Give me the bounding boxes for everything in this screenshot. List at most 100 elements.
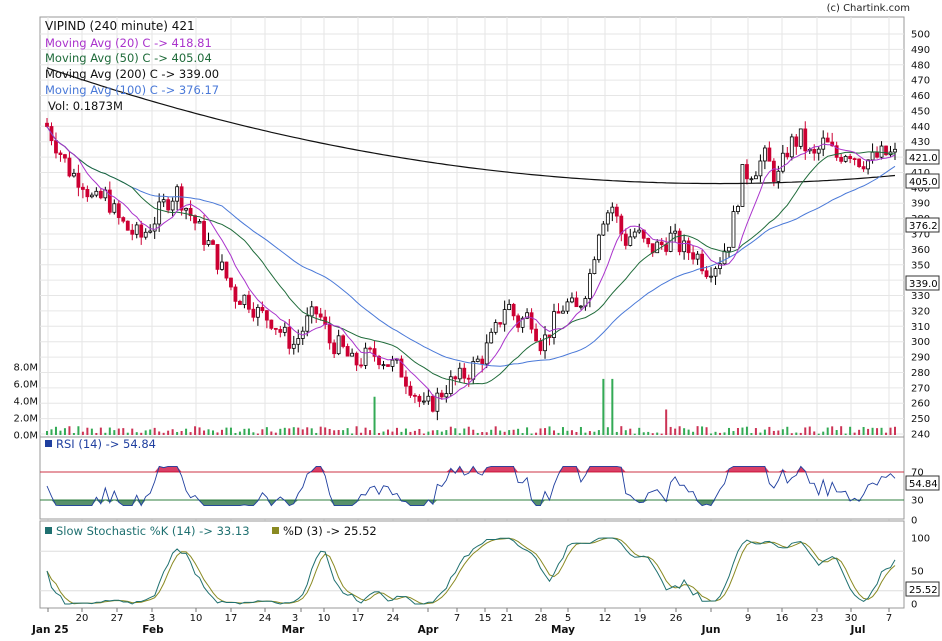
candle-down [202,221,206,245]
candle-down [852,158,857,160]
volume-bar [90,428,93,435]
stoch-d-swatch [272,527,279,534]
volume-bar [544,428,547,435]
candle-up [758,160,763,177]
candle-down [839,156,844,162]
candle-up [152,223,157,232]
volume-bar [754,428,757,435]
volume-bar [714,431,717,435]
stoch-k-label: Slow Stochastic %K (14) -> 33.13 [56,524,250,538]
candle-up [421,400,426,403]
candle-down [861,166,866,170]
price-y-axis: 5004904804704604504404304204104003903803… [911,30,930,441]
rsi-panel: RSI (14) -> 54.84 7050300 54.84 [39,436,940,527]
volume-bar [768,426,771,435]
candle-down [417,395,422,402]
candle-down [354,352,359,366]
price-tick-label: 320 [911,306,930,317]
candle-up [754,175,758,180]
volume-bar [485,432,488,435]
candle-down [264,310,269,321]
volume-bar [50,429,53,435]
badge-ma50-box [905,173,940,189]
candle-down [386,364,390,367]
volume-bar [113,430,116,435]
candle-down [54,140,58,154]
rsi-tick-label: 70 [911,468,924,479]
volume-bar [530,433,533,435]
candle-up [605,212,610,225]
volume-bar [418,428,421,435]
candle-up [587,273,592,299]
volume-bar [413,430,416,435]
candle-up [502,309,507,325]
candle-up [579,305,583,308]
candle-up [673,230,678,234]
candle-down [857,158,862,168]
candle-down [368,347,372,350]
candle-up [112,203,117,213]
volume-bar [570,430,573,435]
candle-down [664,244,669,252]
candle-up [695,253,700,260]
price-tick-label: 300 [911,337,930,348]
candle-up [255,306,260,318]
candle-up [471,361,476,380]
candle-up [780,152,785,172]
candle-up [143,231,148,238]
candle-up [610,206,615,214]
candle-down [875,151,879,158]
candle-down [229,277,233,288]
volume-bar [727,427,730,435]
x-tick-label: 24 [387,613,400,624]
volume-bar [198,427,201,435]
volume-bar [81,431,84,435]
volume-bar [472,429,475,435]
candle-up [525,312,529,319]
volume-bar [360,432,363,435]
volume-bar [719,432,722,435]
candle-down [404,376,408,387]
volume-bar [557,432,560,435]
price-tick-label: 260 [911,399,930,410]
stoch-panel-frame [39,520,905,609]
candle-up [713,268,718,277]
candle-up [866,159,870,170]
volume-bar [508,430,511,435]
candle-down [233,286,238,302]
candle-up [390,359,395,367]
x-tick-label: 17 [225,613,238,624]
volume-bar [180,430,183,435]
volume-bar [889,427,892,435]
candle-up [762,147,767,162]
volume-bar [351,433,354,435]
volume-y-axis: 8.0M 6.0M 4.0M 2.0M 0.0M [13,363,38,442]
volume-bar [369,430,372,435]
x-tick-label: 15 [479,613,492,624]
volume-bar [431,430,434,435]
candle-down [511,303,516,317]
candle-down [794,136,799,147]
candle-up [731,211,736,248]
volume-bar [588,431,591,435]
candle-up [507,303,512,311]
candle-up [457,367,462,380]
badge-ma100-box [905,217,940,233]
volume-bar [687,429,690,435]
price-tick-label: 470 [911,76,930,87]
candle-up [870,151,875,161]
candle-down [45,122,49,127]
candle-up [157,201,162,225]
x-tick-label: 23 [811,613,824,624]
x-tick-label: 16 [776,613,789,624]
candle-down [359,364,363,367]
volume-bar [306,427,309,435]
candle-down [498,322,503,325]
rsi-badge-box [905,475,940,491]
watermark: (c) Chartink.com [827,3,910,14]
volume-bar [463,428,466,435]
candle-up [592,259,597,274]
volume-bar [817,433,820,435]
volume-bar [790,433,793,435]
